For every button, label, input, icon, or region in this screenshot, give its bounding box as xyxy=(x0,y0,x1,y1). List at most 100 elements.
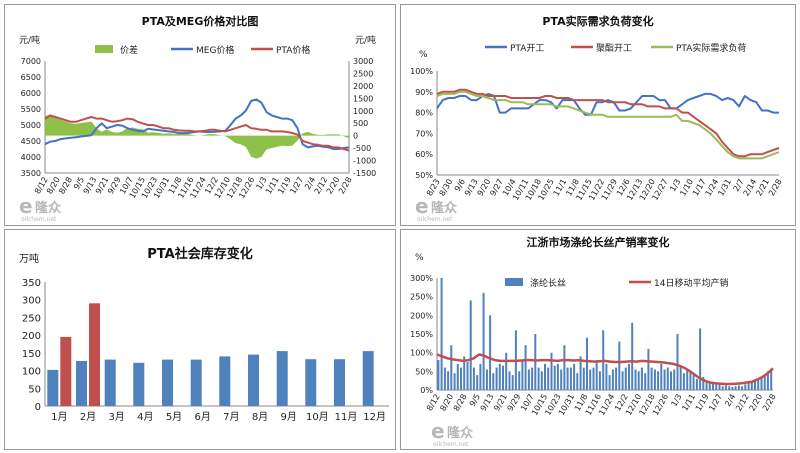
left-tick-label: 7000 xyxy=(21,57,41,66)
sales-bar xyxy=(521,360,524,390)
sales-bar xyxy=(705,380,708,390)
sales-bar xyxy=(576,373,579,390)
left-tick-label: 5500 xyxy=(21,105,41,114)
sales-bar xyxy=(634,369,637,390)
sales-bar xyxy=(556,363,559,390)
sales-bar xyxy=(737,385,740,390)
right-tick-label: 1000 xyxy=(353,107,373,116)
legend-spread-label: 价差 xyxy=(120,44,138,56)
sales-bar xyxy=(673,369,676,390)
right-tick-label: -1500 xyxy=(353,169,376,178)
watermark-logo: oilchem.net xyxy=(433,441,469,448)
inventory-bar xyxy=(162,359,173,406)
y-tick-label: 250% xyxy=(410,293,433,302)
sales-bar xyxy=(637,371,640,390)
sales-bar xyxy=(505,352,508,390)
sales-bar xyxy=(466,362,469,390)
sales-bar xyxy=(679,367,682,390)
sales-bar xyxy=(741,386,744,390)
sales-chart-panel: 江浙市场涤纶长丝产销率变化% 涤纶长丝 14日移动平均产销 300% 250% 200% 1… xyxy=(400,229,796,450)
x-tick-label: 1月 xyxy=(51,411,67,423)
y-tick-label: 150% xyxy=(410,330,433,339)
watermark-logo: 隆众 xyxy=(431,200,457,216)
sales-bar xyxy=(682,373,685,390)
spread-area xyxy=(45,115,349,159)
sales-bar xyxy=(492,373,495,390)
sales-bar xyxy=(579,356,582,390)
chart-title: PTA实际需求负荷变化 xyxy=(542,14,653,28)
x-tick-label: 7月 xyxy=(223,411,239,423)
legend-filament-swatch xyxy=(505,278,523,286)
y-tick-label: 50 xyxy=(28,384,41,395)
sales-bar xyxy=(699,328,702,390)
demand-chart-panel: PTA实际需求负荷变化% PTA开工 聚酯开工 PTA实际需求负荷 100% 90% 80%… xyxy=(400,4,796,226)
sales-bar xyxy=(647,348,650,390)
y-tick-label: 300% xyxy=(410,274,433,283)
x-tick-label: 11月 xyxy=(335,411,358,423)
sales-bar xyxy=(511,375,514,390)
sales-bar xyxy=(715,384,718,390)
sales-bar xyxy=(586,337,588,390)
watermark-logo: oilchem.net xyxy=(417,216,453,223)
watermark-logo: e xyxy=(415,194,429,218)
sales-bar xyxy=(534,334,537,390)
sales-bar xyxy=(485,369,488,390)
right-tick-label: 500 xyxy=(353,119,368,128)
watermark-logo: 隆众 xyxy=(35,200,61,216)
sales-bar xyxy=(563,345,566,390)
sales-bar xyxy=(640,367,643,390)
inventory-bar xyxy=(334,359,345,406)
sales-bar xyxy=(437,360,440,390)
sales-bar xyxy=(540,371,543,390)
sales-bar xyxy=(757,378,760,390)
left-tick-label: 3500 xyxy=(21,169,41,178)
sales-bar xyxy=(440,278,443,390)
sales-bar xyxy=(744,384,747,390)
sales-bar xyxy=(660,363,663,390)
inventory-bar xyxy=(76,361,87,406)
moving-average-line xyxy=(436,353,774,386)
right-tick-label: 1500 xyxy=(353,94,373,103)
sales-bar xyxy=(489,315,492,390)
sales-bar xyxy=(663,369,666,390)
sales-bar xyxy=(531,367,534,390)
x-tick-label: 2/28 xyxy=(767,178,784,198)
watermark-logo: oilchem.net xyxy=(21,216,57,223)
left-axis-unit: 元/吨 xyxy=(19,34,40,46)
y-tick-label: 350 xyxy=(22,278,41,289)
legend-meg-label: MEG价格 xyxy=(196,44,234,56)
watermark-logo: e xyxy=(19,194,33,218)
y-tick-label: 0 xyxy=(35,402,41,413)
x-tick-label: 1/31 xyxy=(716,178,733,198)
legend-filament-label: 涤纶长丝 xyxy=(530,277,566,289)
inventory-bar xyxy=(190,359,202,406)
sales-bar xyxy=(498,363,501,390)
sales-bar xyxy=(608,375,611,390)
sales-bar xyxy=(631,322,634,390)
sales-bar xyxy=(750,382,753,390)
sales-bar xyxy=(598,371,601,390)
x-tick-label: 8月 xyxy=(252,411,268,423)
y-tick-label: 90% xyxy=(415,88,433,97)
y-tick-label: 60% xyxy=(415,150,433,159)
inventory-bar xyxy=(248,354,259,406)
sales-bar xyxy=(447,371,450,390)
inventory-bar xyxy=(133,362,145,406)
sales-bar xyxy=(766,371,769,390)
legend-moving-average-label: 14日移动平均产销 xyxy=(654,277,728,289)
inventory-bar xyxy=(305,359,317,406)
y-axis-unit: 万吨 xyxy=(19,252,39,265)
sales-bar xyxy=(502,365,504,390)
left-tick-label: 6500 xyxy=(21,73,41,82)
sales-bar xyxy=(712,382,714,390)
sales-bar xyxy=(518,371,521,390)
pta-price-line xyxy=(44,114,350,152)
sales-bar xyxy=(537,367,540,390)
sales-bar xyxy=(695,378,698,390)
legend-pta-label: PTA价格 xyxy=(276,44,310,56)
sales-bar xyxy=(456,363,459,390)
left-tick-label: 6000 xyxy=(21,89,41,98)
right-tick-label: -1000 xyxy=(353,157,376,166)
x-tick-label: 3月 xyxy=(108,411,124,423)
